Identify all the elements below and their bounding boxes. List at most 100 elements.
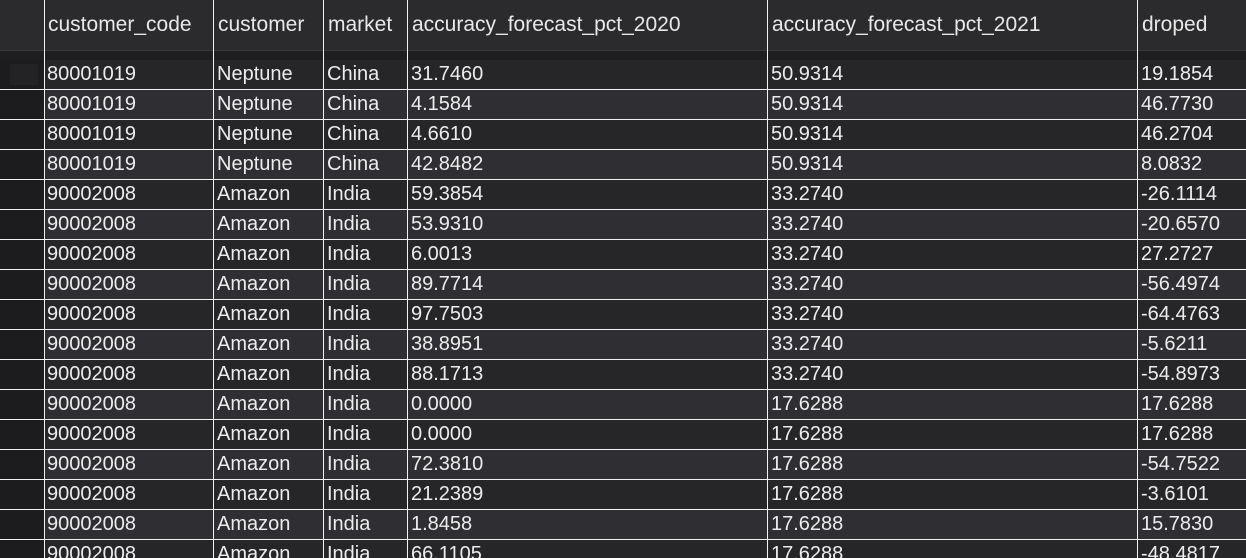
cell-customer[interactable]: Neptune: [217, 153, 293, 175]
cell-droped[interactable]: 17.6288: [1141, 393, 1214, 415]
cell-accuracy-2020[interactable]: 4.6610: [411, 123, 473, 145]
cell-market[interactable]: India: [327, 273, 371, 295]
cell-droped[interactable]: -48.4817: [1141, 543, 1220, 558]
cell-customer-code[interactable]: 90002008: [47, 513, 136, 535]
row-gutter[interactable]: [0, 270, 44, 299]
row-selector[interactable]: [10, 64, 38, 85]
cell-accuracy-2021[interactable]: 33.2740: [771, 333, 844, 355]
cell-droped[interactable]: 27.2727: [1141, 243, 1214, 265]
cell-customer[interactable]: Neptune: [217, 63, 293, 85]
cell-market[interactable]: India: [327, 393, 371, 415]
row-gutter[interactable]: [0, 180, 44, 209]
row-gutter[interactable]: [0, 420, 44, 449]
cell-customer[interactable]: Amazon: [217, 363, 291, 385]
column-header-customer-code[interactable]: customer_code: [48, 13, 192, 36]
cell-accuracy-2021[interactable]: 33.2740: [771, 213, 844, 235]
cell-customer-code[interactable]: 90002008: [47, 393, 136, 415]
cell-customer-code[interactable]: 80001019: [47, 63, 136, 85]
cell-droped[interactable]: 15.7830: [1141, 513, 1214, 535]
cell-market[interactable]: India: [327, 363, 371, 385]
cell-customer[interactable]: Amazon: [217, 273, 291, 295]
cell-accuracy-2020[interactable]: 72.3810: [411, 453, 484, 475]
table-row[interactable]: 90002008 Amazon India 72.3810 17.6288 -54.752…: [0, 450, 1246, 480]
cell-customer[interactable]: Amazon: [217, 453, 291, 475]
cell-market[interactable]: China: [327, 153, 380, 175]
cell-accuracy-2020[interactable]: 4.1584: [411, 93, 473, 115]
cell-accuracy-2021[interactable]: 33.2740: [771, 183, 844, 205]
cell-market[interactable]: India: [327, 453, 371, 475]
row-gutter[interactable]: [0, 240, 44, 269]
column-header-market[interactable]: market: [328, 13, 393, 36]
table-row[interactable]: 80001019 Neptune China 42.8482 50.9314 8.0832: [0, 150, 1246, 180]
row-gutter[interactable]: [0, 390, 44, 419]
table-row[interactable]: 80001019 Neptune China 31.7460 50.9314 19.185…: [0, 60, 1246, 90]
row-gutter[interactable]: [0, 90, 44, 119]
row-gutter[interactable]: [0, 330, 44, 359]
cell-customer[interactable]: Amazon: [217, 333, 291, 355]
cell-accuracy-2021[interactable]: 33.2740: [771, 303, 844, 325]
cell-droped[interactable]: 46.7730: [1141, 93, 1214, 115]
row-gutter[interactable]: [0, 360, 44, 389]
cell-customer[interactable]: Neptune: [217, 93, 293, 115]
cell-market[interactable]: China: [327, 123, 380, 145]
cell-accuracy-2021[interactable]: 17.6288: [771, 453, 844, 475]
cell-customer-code[interactable]: 90002008: [47, 273, 136, 295]
cell-droped[interactable]: 8.0832: [1141, 153, 1203, 175]
cell-customer[interactable]: Amazon: [217, 183, 291, 205]
cell-market[interactable]: India: [327, 243, 371, 265]
cell-droped[interactable]: -56.4974: [1141, 273, 1220, 295]
row-gutter[interactable]: [0, 150, 44, 179]
cell-customer-code[interactable]: 90002008: [47, 243, 136, 265]
row-gutter[interactable]: [0, 450, 44, 479]
table-row[interactable]: 90002008 Amazon India 66.1105 17.6288 -48.481…: [0, 540, 1246, 558]
table-row[interactable]: 80001019 Neptune China 4.1584 50.9314 46.7730: [0, 90, 1246, 120]
cell-droped[interactable]: -54.8973: [1141, 363, 1220, 385]
cell-customer-code[interactable]: 90002008: [47, 363, 136, 385]
table-row[interactable]: 90002008 Amazon India 88.1713 33.2740 -54.897…: [0, 360, 1246, 390]
cell-customer[interactable]: Amazon: [217, 513, 291, 535]
cell-accuracy-2021[interactable]: 17.6288: [771, 423, 844, 445]
row-gutter[interactable]: [0, 480, 44, 509]
column-header-accuracy-2021[interactable]: accuracy_forecast_pct_2021: [772, 13, 1041, 36]
cell-accuracy-2020[interactable]: 88.1713: [411, 363, 484, 385]
cell-customer[interactable]: Amazon: [217, 243, 291, 265]
cell-accuracy-2021[interactable]: 17.6288: [771, 393, 844, 415]
cell-customer-code[interactable]: 90002008: [47, 543, 136, 558]
cell-accuracy-2020[interactable]: 0.0000: [411, 393, 473, 415]
cell-market[interactable]: China: [327, 93, 380, 115]
cell-customer[interactable]: Amazon: [217, 303, 291, 325]
table-row[interactable]: 90002008 Amazon India 1.8458 17.6288 15.7830: [0, 510, 1246, 540]
cell-market[interactable]: India: [327, 513, 371, 535]
cell-accuracy-2021[interactable]: 50.9314: [771, 153, 844, 175]
row-gutter[interactable]: [0, 300, 44, 329]
cell-customer[interactable]: Amazon: [217, 423, 291, 445]
cell-accuracy-2020[interactable]: 53.9310: [411, 213, 484, 235]
cell-customer-code[interactable]: 90002008: [47, 423, 136, 445]
cell-customer-code[interactable]: 90002008: [47, 183, 136, 205]
cell-accuracy-2021[interactable]: 33.2740: [771, 273, 844, 295]
cell-accuracy-2021[interactable]: 50.9314: [771, 63, 844, 85]
table-row[interactable]: 90002008 Amazon India 0.0000 17.6288 17.6288: [0, 420, 1246, 450]
cell-accuracy-2021[interactable]: 50.9314: [771, 123, 844, 145]
cell-droped[interactable]: 46.2704: [1141, 123, 1214, 145]
cell-accuracy-2021[interactable]: 17.6288: [771, 543, 844, 558]
cell-customer-code[interactable]: 90002008: [47, 453, 136, 475]
cell-droped[interactable]: -54.7522: [1141, 453, 1220, 475]
cell-customer[interactable]: Amazon: [217, 393, 291, 415]
cell-market[interactable]: India: [327, 483, 371, 505]
row-gutter[interactable]: [0, 60, 44, 89]
cell-droped[interactable]: -26.1114: [1141, 183, 1217, 205]
cell-accuracy-2020[interactable]: 42.8482: [411, 153, 484, 175]
cell-accuracy-2020[interactable]: 97.7503: [411, 303, 484, 325]
cell-market[interactable]: India: [327, 213, 371, 235]
cell-customer-code[interactable]: 90002008: [47, 213, 136, 235]
cell-market[interactable]: India: [327, 333, 371, 355]
cell-accuracy-2020[interactable]: 66.1105: [411, 543, 482, 558]
cell-accuracy-2020[interactable]: 21.2389: [411, 483, 484, 505]
cell-accuracy-2020[interactable]: 6.0013: [411, 243, 473, 265]
cell-market[interactable]: India: [327, 303, 371, 325]
table-row[interactable]: 90002008 Amazon India 89.7714 33.2740 -56.497…: [0, 270, 1246, 300]
cell-customer-code[interactable]: 80001019: [47, 93, 136, 115]
cell-droped[interactable]: -20.6570: [1141, 213, 1220, 235]
cell-accuracy-2021[interactable]: 50.9314: [771, 93, 844, 115]
